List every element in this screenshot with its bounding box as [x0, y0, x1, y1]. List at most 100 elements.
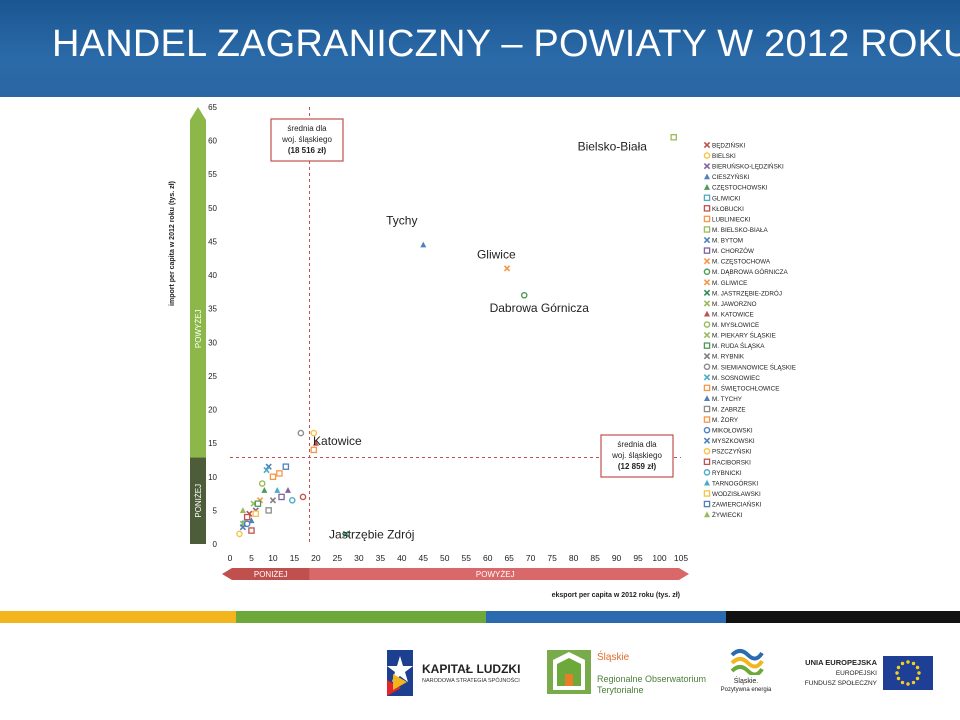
legend-entry: WODZISŁAWSKI	[712, 491, 761, 498]
x-tick-label: 50	[440, 553, 450, 563]
data-point	[261, 487, 268, 493]
legend-entry: M. GLIWICE	[712, 280, 747, 287]
legend-entry: MYSZKOWSKI	[712, 438, 755, 445]
kapital-ludzki-title: KAPITAŁ LUDZKI	[422, 662, 521, 676]
legend-entry: KŁOBUCKI	[712, 206, 744, 213]
x-tick-label: 105	[674, 553, 688, 563]
point-annotation: Jastrzębie Zdrój	[329, 528, 414, 542]
point-annotation: Tychy	[386, 214, 417, 228]
data-point	[703, 469, 711, 476]
data-point	[265, 507, 272, 514]
title-bar: HANDEL ZAGRANICZNY – POWIATY W 2012 ROKU	[0, 0, 960, 97]
slide-title: HANDEL ZAGRANICZNY – POWIATY W 2012 ROKU	[52, 23, 960, 65]
data-point	[703, 363, 711, 371]
y-tick-label: 25	[208, 372, 217, 381]
avg-x-label-box	[270, 118, 344, 162]
legend-entry: BIERUŃSKO-LĘDZIŃSKI	[712, 162, 784, 171]
data-point	[703, 141, 711, 149]
eu-star-icon	[900, 661, 905, 666]
legend-entry: M. BYTOM	[712, 238, 743, 245]
x-band-below-label: PONIŻEJ	[254, 570, 288, 579]
x-band-above-label: POWYŻEJ	[476, 570, 515, 579]
legend-entry: BIELSKI	[712, 153, 736, 160]
data-point	[703, 226, 711, 233]
scatter-chart: 0 5 10 15 20 25 30 35 40 45 50 55 60 65 0 5 10 15 20 25 30 35…	[169, 103, 796, 599]
legend-entry: CZĘSTOCHOWSKI	[712, 185, 768, 192]
y-band-below-label: PONIŻEJ	[194, 484, 203, 518]
legend-entry: GLIWICKI	[712, 195, 741, 202]
data-point	[278, 493, 285, 501]
x-tick-label: 30	[354, 553, 364, 563]
data-point	[704, 395, 710, 402]
eu-star-icon	[917, 671, 921, 675]
chart-area: 0 5 10 15 20 25 30 35 40 45 50 55 60 65 0 5 10 15 20 25 30 35…	[169, 103, 796, 599]
legend-entry: M. SIEMIANOWICE ŚLĄSKIE	[712, 362, 796, 371]
avg-y-label-box	[600, 434, 674, 478]
data-point	[703, 236, 711, 244]
legend-entry: M. JASTRZĘBIE-ZDRÓJ	[712, 288, 782, 297]
slaskie-observatorium-logo: Śląskie Regionalne Obserwatorium Terytor…	[547, 650, 707, 696]
point-annotation: Bielsko-Biała	[578, 140, 648, 154]
x-tick-label: 10	[268, 553, 278, 563]
y-tick-label: 15	[208, 439, 217, 448]
slaskie-energia-title: Śląskie.	[733, 678, 759, 685]
data-point	[248, 517, 255, 524]
data-point	[704, 479, 710, 486]
data-point	[703, 331, 711, 339]
data-point	[703, 247, 711, 254]
unia-europejska-title: UNIA EUROPEJSKA	[805, 658, 877, 667]
data-point	[284, 487, 291, 493]
data-point	[297, 429, 305, 437]
data-point	[420, 241, 427, 248]
y-tick-label: 10	[208, 473, 217, 482]
x-tick-label: 65	[504, 553, 514, 563]
y-axis-title: import per capita w 2012 roku (tys. zł)	[169, 181, 176, 306]
eu-star-icon	[895, 671, 899, 675]
data-point	[703, 353, 711, 360]
data-point	[520, 291, 528, 299]
data-point	[703, 426, 711, 434]
y-tick-label: 40	[208, 271, 217, 280]
x-tick-label: 15	[290, 553, 300, 563]
slaskie-waves-icon	[730, 649, 764, 675]
data-point	[704, 173, 710, 180]
slaskie-observatorium-title: Śląskie	[597, 652, 630, 663]
data-point	[703, 215, 711, 223]
x-axis-title: eksport per capita w 2012 roku (tys. zł)	[552, 592, 680, 599]
avg-y-label-line: (12 859 zł)	[618, 462, 657, 471]
kapital-ludzki-emblem-icon	[387, 650, 413, 696]
data-point	[258, 480, 266, 487]
legend-entry: ZAWIERCIAŃSKI	[712, 500, 762, 509]
footer-strip-yellow	[0, 611, 236, 623]
eu-flag-icon	[883, 656, 933, 690]
legend-entry: M. RUDA ŚLĄSKA	[712, 341, 765, 350]
data-point	[282, 463, 290, 470]
y-tick-label: 35	[208, 305, 217, 314]
x-tick-label: 40	[397, 553, 407, 563]
y-band-above	[190, 107, 206, 458]
data-point	[704, 511, 710, 518]
legend-entry: M. SOSNOWIEC	[712, 375, 760, 382]
data-point	[703, 458, 711, 466]
unia-europejska-line2: FUNDUSZ SPOŁECZNY	[804, 680, 877, 687]
legend-entry: M. ZABRZE	[712, 407, 746, 414]
legend-entry: M. DĄBROWA GÓRNICZA	[712, 267, 788, 276]
x-tick-label: 60	[483, 553, 493, 563]
legend-entry: M. KATOWICE	[712, 311, 754, 318]
y-tick-label: 55	[208, 170, 217, 179]
x-band-above	[309, 568, 689, 580]
x-tick-label: 100	[652, 553, 666, 563]
data-point	[704, 184, 710, 190]
eu-star-icon	[896, 665, 901, 670]
footer-strip-green	[236, 611, 486, 623]
x-tick-label: 25	[333, 553, 343, 563]
data-point	[703, 321, 711, 328]
data-point	[248, 527, 255, 534]
x-tick-label: 70	[526, 553, 536, 563]
data-point	[703, 205, 711, 212]
data-point	[703, 279, 711, 286]
legend-entry: M. TYCHY	[712, 396, 743, 403]
data-point	[703, 268, 711, 276]
data-point	[703, 416, 711, 423]
data-point	[342, 530, 350, 538]
